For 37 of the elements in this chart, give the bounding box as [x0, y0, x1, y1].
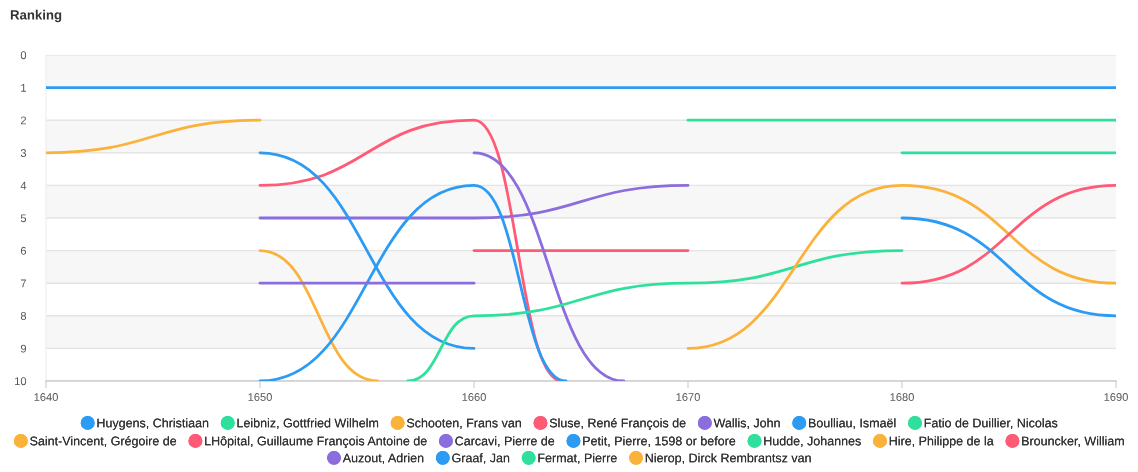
legend-label: Saint-Vincent, Grégoire de	[30, 436, 177, 448]
x-tick-label: 1680	[890, 393, 914, 401]
y-tick-label: 7	[20, 279, 26, 288]
y-tick-label: 5	[20, 214, 27, 223]
legend-label: Schooten, Frans van	[406, 418, 521, 429]
legend-label: Hire, Philippe de la	[889, 436, 994, 448]
y-tick-label: 3	[20, 149, 27, 157]
x-tick-label: 1650	[248, 393, 272, 401]
legend-label: Nierop, Dirck Rembrantsz van	[645, 453, 811, 465]
legend-label: Hudde, Johannes	[764, 436, 861, 447]
x-tick-label: 1640	[34, 393, 58, 401]
legend-label: Sluse, René François de	[549, 418, 686, 430]
legend-label: Fermat, Pierre	[538, 453, 617, 464]
y-tick-label: 6	[20, 246, 27, 255]
legend-label: Auzout, Adrien	[342, 453, 424, 464]
legend-label: Huygens, Christiaan	[97, 418, 209, 430]
legend-label: Graaf, Jan	[452, 453, 510, 464]
x-tick-label: 1670	[676, 393, 700, 401]
legend-label: Leibniz, Gottfried Wilhelm	[237, 418, 379, 429]
y-tick-label: 0	[20, 51, 27, 60]
chart-title: Ranking	[10, 9, 62, 23]
legend-label: Fatio de Duillier, Nicolas	[924, 418, 1058, 429]
y-tick-label: 10	[15, 377, 27, 386]
y-tick-label: 9	[20, 344, 27, 353]
legend-label: Petit, Pierre, 1598 or before	[583, 436, 736, 447]
y-tick-label: 4	[20, 181, 27, 190]
x-tick-label: 1690	[1104, 393, 1128, 401]
legend-label: Wallis, John	[713, 418, 780, 429]
legend-label: LHôpital, Guillaume François Antoine de	[205, 436, 427, 448]
line-series	[406, 249, 904, 381]
legend-label: Carcavi, Pierre de	[455, 436, 555, 447]
y-tick-label: 1	[21, 83, 27, 92]
x-tick-label: 1660	[462, 393, 486, 401]
y-tick-label: 8	[20, 312, 27, 320]
legend-label: Brouncker, William	[1022, 436, 1124, 447]
y-tick-label: 2	[20, 116, 26, 125]
legend-label: Boulliau, Ismaël	[809, 418, 896, 429]
